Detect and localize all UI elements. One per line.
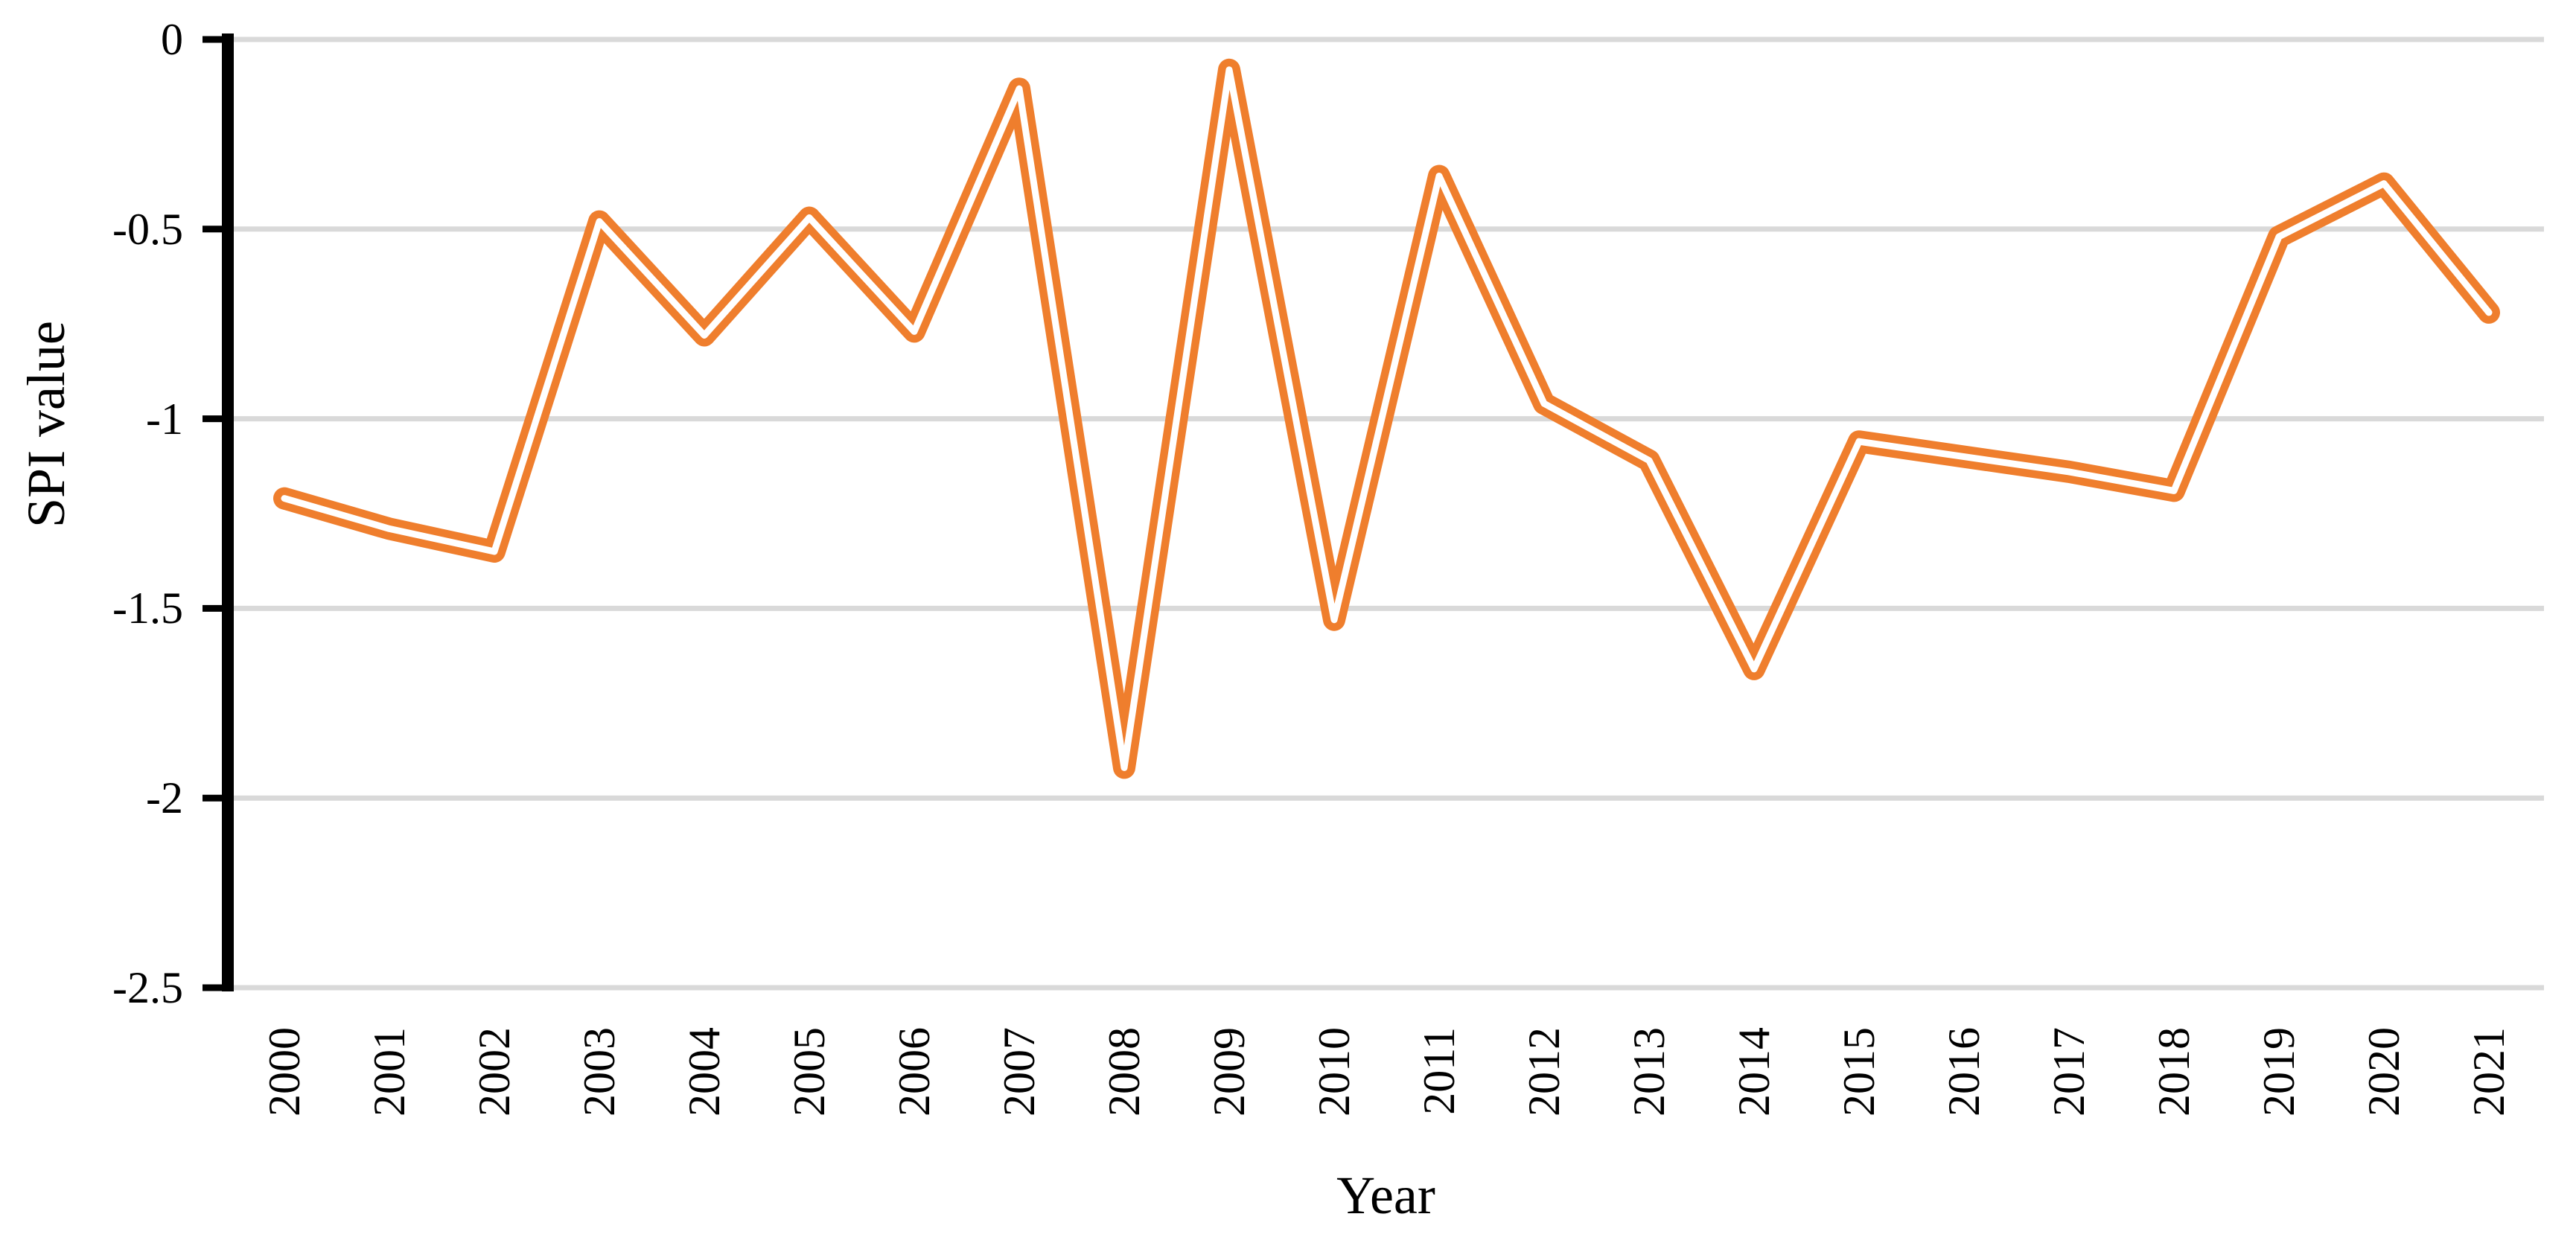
x-tick-label: 2013 (1625, 1027, 1674, 1116)
y-tick-label: -2 (146, 773, 183, 823)
x-tick-label: 2014 (1729, 1027, 1779, 1116)
x-axis-title: Year (1336, 1166, 1435, 1225)
x-tick-label: 2010 (1310, 1027, 1359, 1116)
spi-series-line-core (281, 66, 2493, 771)
x-tick-label: 2002 (470, 1027, 519, 1116)
y-tick-label: -0.5 (112, 204, 183, 254)
y-tick-label: -2.5 (112, 963, 183, 1012)
x-tick-label: 2008 (1100, 1027, 1149, 1116)
x-tick-label: 2019 (2254, 1027, 2304, 1116)
y-axis-title: SPI value (16, 321, 76, 528)
x-tick-label: 2016 (1939, 1027, 1989, 1116)
x-tick-label: 2011 (1415, 1027, 1464, 1115)
x-tick-label: 2000 (260, 1027, 309, 1116)
x-tick-label: 2017 (2044, 1027, 2094, 1116)
x-tick-label: 2018 (2149, 1027, 2199, 1116)
x-tick-label: 2021 (2464, 1027, 2513, 1116)
y-tick-label: -1 (146, 394, 183, 444)
x-tick-label: 2004 (680, 1027, 729, 1116)
x-tick-label: 2020 (2359, 1027, 2408, 1116)
x-tick-label: 2012 (1520, 1027, 1569, 1116)
y-tick-label: -1.5 (112, 584, 183, 633)
x-tick-label: 2001 (365, 1027, 414, 1116)
x-tick-label: 2003 (575, 1027, 624, 1116)
y-tick-label: 0 (161, 15, 183, 64)
x-tick-label: 2007 (995, 1027, 1044, 1116)
x-tick-label: 2006 (890, 1027, 939, 1116)
x-tick-label: 2005 (785, 1027, 834, 1116)
x-tick-label: 2015 (1834, 1027, 1884, 1116)
x-tick-label: 2009 (1205, 1027, 1254, 1116)
